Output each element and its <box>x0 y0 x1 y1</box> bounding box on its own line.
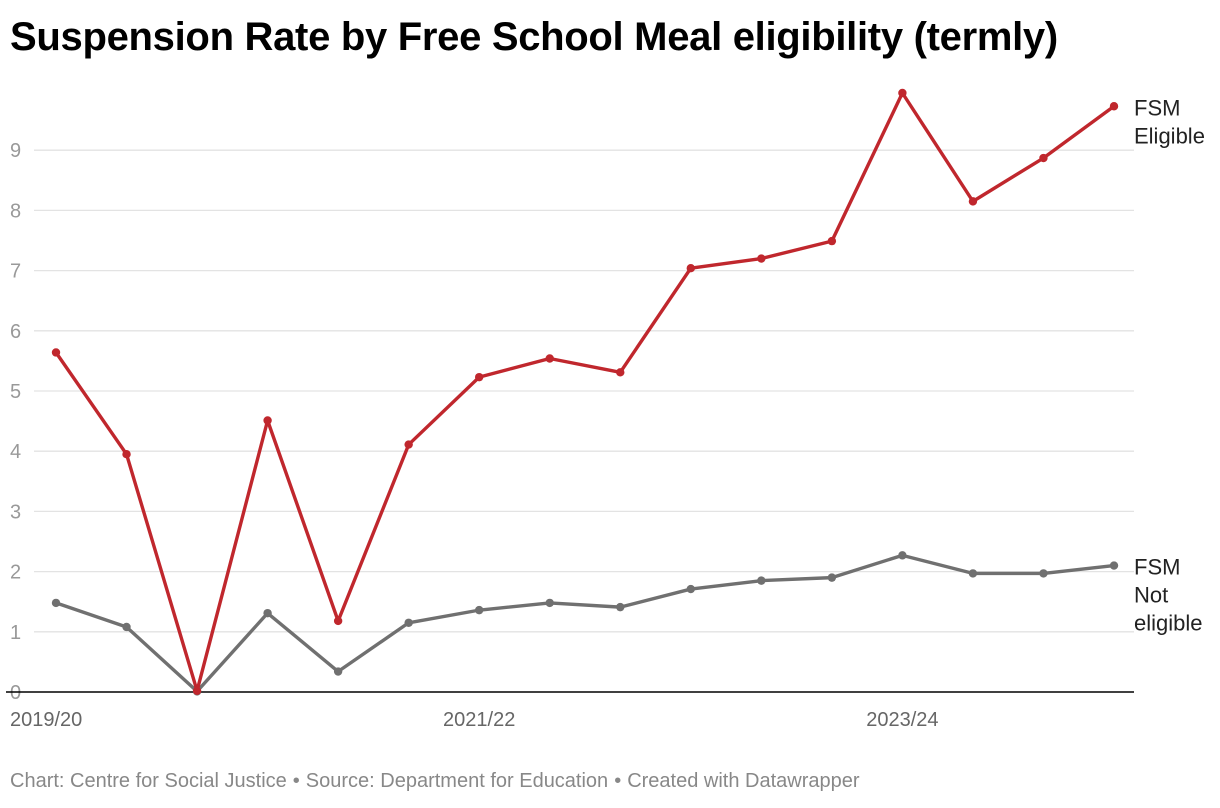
data-point-fsm-eligible-9 <box>686 263 695 273</box>
data-point-fsm-eligible-3 <box>263 416 272 425</box>
series-label-fsm-not-eligible-line-1: Not <box>1134 583 1168 608</box>
y-tick-label-5: 5 <box>10 381 21 403</box>
data-point-fsm-eligible-4 <box>333 616 343 626</box>
series-label-fsm-not-eligible-line-2: eligible <box>1134 611 1203 636</box>
y-tick-label-2: 2 <box>10 562 21 584</box>
data-point-fsm-not-eligible-13 <box>968 569 978 578</box>
series-label-fsm-not-eligible-line-0: FSM <box>1134 555 1180 580</box>
data-point-fsm-eligible-8 <box>616 368 625 377</box>
data-point-fsm-eligible-11 <box>827 236 837 246</box>
y-tick-label-4: 4 <box>10 441 21 463</box>
x-tick-label-2023-24: 2023/24 <box>866 709 938 731</box>
x-tick-label-2021-22: 2021/22 <box>443 709 515 731</box>
y-tick-label-8: 8 <box>10 200 21 222</box>
data-point-fsm-not-eligible-12 <box>898 551 907 560</box>
data-point-fsm-not-eligible-8 <box>616 602 625 612</box>
footer-separator: • <box>292 770 300 792</box>
data-point-fsm-not-eligible-7 <box>545 598 554 608</box>
series-line-fsm-eligible <box>54 91 1116 693</box>
data-point-fsm-eligible-12 <box>898 88 907 98</box>
y-tick-label-9: 9 <box>10 140 21 162</box>
data-point-fsm-not-eligible-11 <box>827 573 837 582</box>
data-point-fsm-not-eligible-5 <box>404 618 413 627</box>
data-point-fsm-eligible-0 <box>51 348 61 357</box>
source-credit: Source: Department for Education <box>305 770 609 792</box>
x-tick-label-2019-20: 2019/20 <box>10 709 82 731</box>
data-point-fsm-eligible-2 <box>192 686 202 695</box>
data-point-fsm-not-eligible-9 <box>686 584 695 594</box>
data-point-fsm-not-eligible-10 <box>757 576 766 585</box>
data-point-fsm-not-eligible-1 <box>122 622 131 632</box>
data-point-fsm-eligible-5 <box>404 440 413 449</box>
series-line-fsm-not-eligible <box>54 553 1116 694</box>
chart-footer: Chart: Centre for Social Justice • Source:… <box>10 770 860 793</box>
data-point-fsm-not-eligible-3 <box>263 608 272 618</box>
data-point-fsm-eligible-13 <box>968 197 978 206</box>
data-point-fsm-not-eligible-0 <box>51 598 61 608</box>
data-point-fsm-eligible-1 <box>122 450 131 459</box>
y-tick-label-1: 1 <box>10 622 21 644</box>
created-with-credit: Created with Datawrapper <box>627 770 860 792</box>
y-tick-label-6: 6 <box>10 321 21 343</box>
data-point-fsm-eligible-15 <box>1109 102 1119 111</box>
y-tick-label-7: 7 <box>10 261 21 283</box>
data-point-fsm-eligible-14 <box>1039 153 1048 163</box>
chart-title: Suspension Rate by Free School Meal elig… <box>10 15 1058 59</box>
data-point-fsm-not-eligible-15 <box>1109 561 1119 570</box>
data-point-fsm-not-eligible-6 <box>475 605 484 615</box>
y-tick-label-0: 0 <box>10 682 21 704</box>
data-point-fsm-eligible-7 <box>545 354 554 363</box>
footer-separator: • <box>614 770 622 792</box>
series-label-fsm-eligible-line-0: FSM <box>1134 95 1180 120</box>
data-point-fsm-eligible-6 <box>475 372 484 382</box>
data-point-fsm-not-eligible-14 <box>1039 569 1048 578</box>
data-point-fsm-eligible-10 <box>757 254 766 263</box>
chart-credit: Chart: Centre for Social Justice <box>10 770 287 792</box>
series-label-fsm-eligible-line-1: Eligible <box>1134 123 1205 148</box>
data-point-fsm-not-eligible-4 <box>333 667 343 676</box>
y-tick-label-3: 3 <box>10 501 21 523</box>
